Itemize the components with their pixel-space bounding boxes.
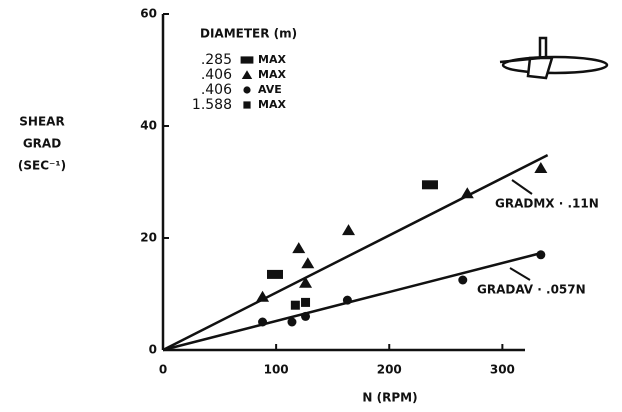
legend-label: .285 (201, 52, 232, 68)
legend-stat: AVE (258, 83, 282, 96)
x-axis-label: N (RPM) (362, 391, 417, 405)
legend-label: .406 (201, 67, 232, 83)
fit-label: GRADAV · .057N (477, 283, 586, 297)
y-tick-label: 60 (140, 7, 157, 21)
data-point (342, 295, 352, 305)
legend-label: .406 (201, 82, 232, 98)
y-tick-label: 0 (149, 343, 157, 357)
data-point (421, 180, 438, 190)
data-point (256, 290, 270, 302)
legend-stat: MAX (258, 98, 286, 111)
fit-pointers (509, 179, 533, 281)
legend-stat: MAX (258, 68, 286, 81)
fit-label: GRADMX · .11N (495, 197, 599, 211)
legend-marker (243, 101, 251, 109)
y-tick-label: 20 (140, 231, 157, 245)
y-axis-label: SHEAR (19, 115, 64, 129)
data-point (342, 224, 356, 236)
data-point (458, 275, 468, 285)
x-tick-label: 300 (490, 363, 515, 377)
legend-marker (241, 70, 253, 79)
data-point (287, 317, 297, 327)
y-axis-label: (SEC⁻¹) (18, 159, 66, 173)
x-tick-label: 200 (377, 363, 402, 377)
y-tick-label: 40 (140, 119, 157, 133)
data-point (301, 297, 311, 307)
data-point (266, 269, 283, 279)
data-point (534, 162, 548, 173)
legend-stat: MAX (258, 53, 286, 66)
x-tick-label: 100 (264, 363, 289, 377)
data-point (258, 317, 268, 327)
data-point (301, 311, 311, 321)
data-point (460, 187, 474, 199)
data-point (292, 242, 306, 254)
data-point (301, 257, 315, 269)
legend-title: DIAMETER (m) (200, 27, 297, 41)
impeller-icon (499, 36, 609, 80)
data-point (299, 276, 313, 288)
y-axis-label: GRAD (23, 137, 61, 151)
data-point (290, 300, 300, 310)
legend-label: 1.588 (192, 97, 232, 113)
legend-marker (240, 56, 254, 64)
data-point (536, 250, 546, 260)
x-tick-label: 0 (159, 363, 167, 377)
fit-line (162, 251, 542, 352)
legend-marker (243, 86, 251, 94)
fit-line (162, 154, 549, 352)
